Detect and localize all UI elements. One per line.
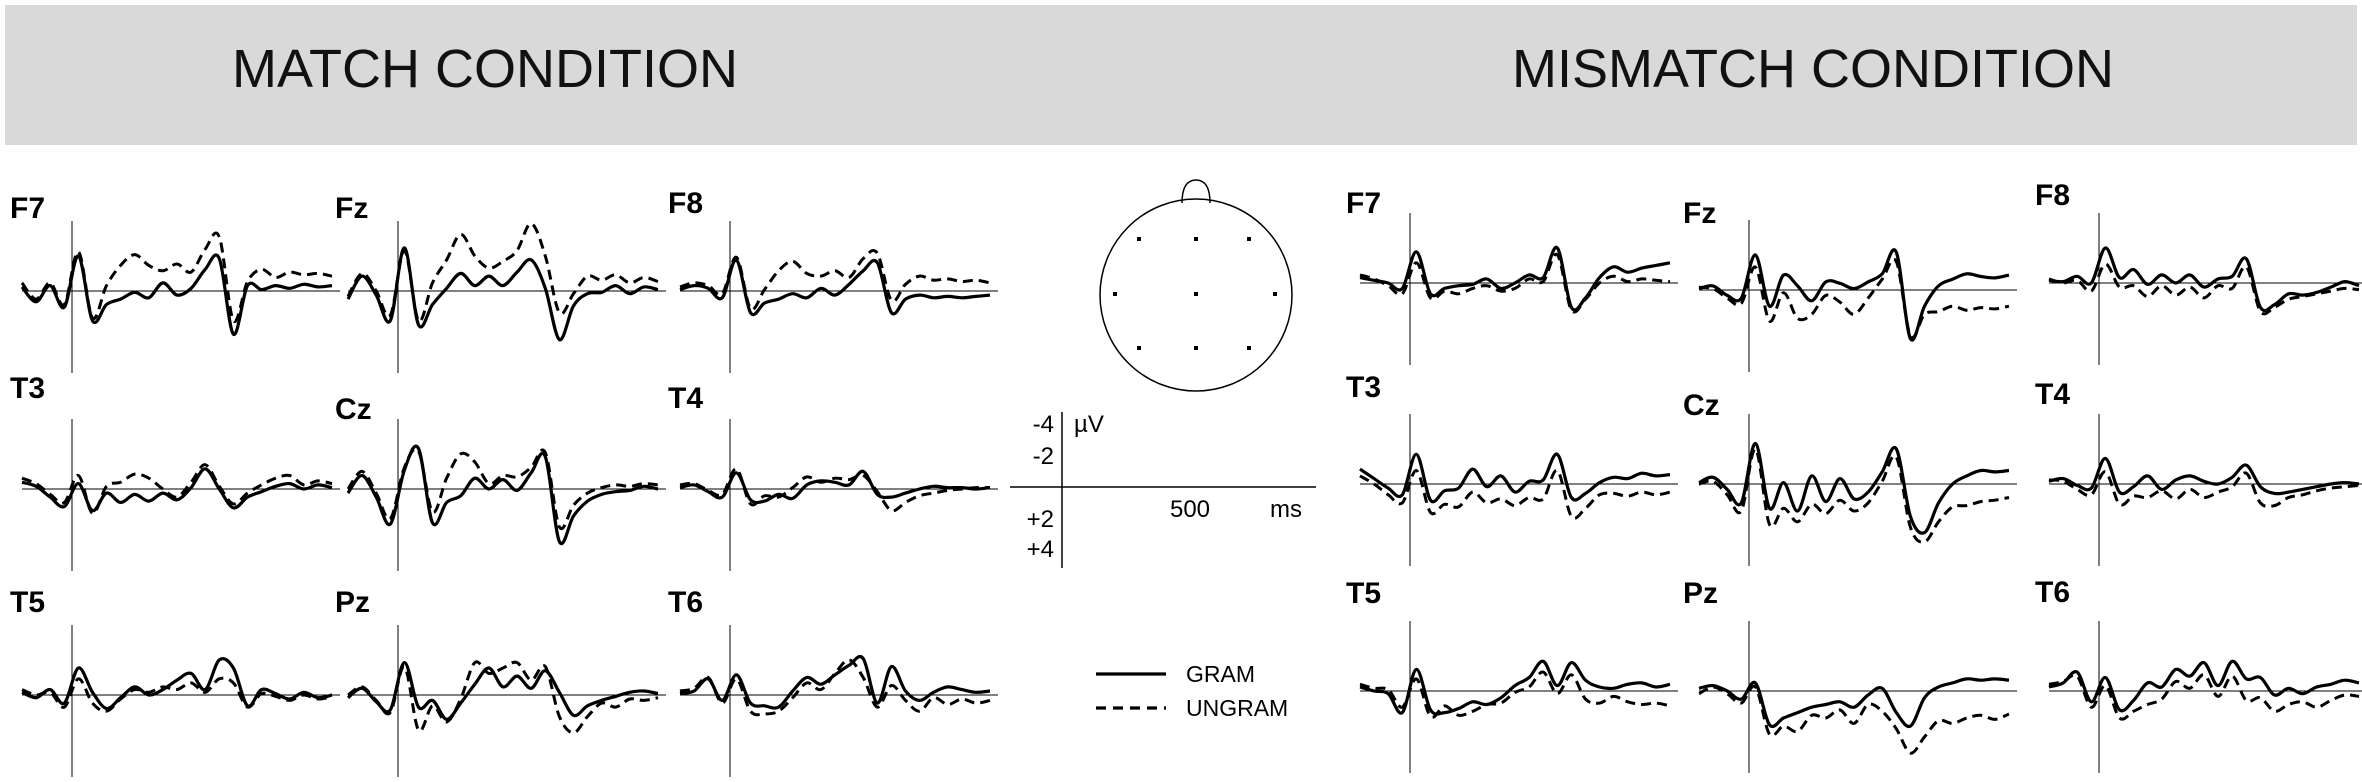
electrode-label: Fz [1683, 197, 1716, 230]
ungram-waveform [20, 231, 333, 323]
electrode-dot [1194, 346, 1198, 350]
ungram-waveform [1698, 684, 2010, 755]
panel-match-fz: Fz [335, 192, 666, 373]
panel-mismatch-f7: F7 [1346, 187, 1678, 365]
panel-match-f7: F7 [10, 192, 340, 373]
panel-mismatch-cz: Cz [1683, 389, 2017, 566]
gram-waveform [1698, 677, 2010, 729]
gram-waveform [679, 654, 991, 710]
electrode-head-map [1099, 179, 1293, 392]
scale-bar: µV -4 -2 +2 +4 500 ms [1010, 411, 1316, 568]
match-condition-title: MATCH CONDITION [232, 39, 738, 99]
scale-tick-label: +4 [1027, 536, 1054, 563]
panel-mismatch-fz: Fz [1683, 197, 2017, 372]
electrode-label: T6 [2035, 576, 2070, 609]
panel-match-pz: Pz [335, 586, 666, 777]
panel-mismatch-f8: F8 [2035, 179, 2362, 365]
gram-waveform [346, 660, 659, 721]
gram-waveform [1359, 245, 1671, 312]
electrode-label: F7 [1346, 187, 1381, 220]
electrode-label: Pz [1683, 577, 1718, 610]
electrode-label: Cz [1683, 389, 1720, 422]
ungram-waveform [1359, 468, 1671, 520]
ungram-waveform [1359, 670, 1671, 719]
panel-mismatch-t4: T4 [2035, 378, 2362, 566]
head-outline-icon [1099, 198, 1293, 392]
ungram-waveform [347, 660, 659, 735]
mismatch-condition-title: MISMATCH CONDITION [1512, 39, 2114, 99]
ungram-waveform [1359, 252, 1671, 314]
electrode-dot [1194, 237, 1198, 241]
ungram-waveform [1698, 447, 2010, 544]
electrode-label: T4 [2035, 378, 2070, 411]
electrode-dot [1137, 237, 1141, 241]
erp-panels: F7 Fz F8 T3 Cz T4 T5 Pz T6 F7 Fz F8 T3 Cz T4 T5 Pz T6 [10, 179, 2362, 777]
electrode-dot [1194, 292, 1198, 296]
gram-waveform [2048, 456, 2360, 496]
panel-match-t5: T5 [10, 586, 340, 777]
scale-tick-label: -2 [1033, 443, 1054, 470]
electrode-label: Fz [335, 192, 368, 225]
electrode-label: T4 [668, 382, 703, 415]
condition-banner [5, 5, 2357, 145]
panel-match-t3: T3 [10, 372, 340, 571]
ungram-waveform [346, 447, 659, 531]
legend-label-gram: GRAM [1186, 661, 1255, 687]
gram-waveform [346, 444, 659, 546]
electrode-label: T3 [10, 372, 45, 405]
panel-match-t4: T4 [668, 382, 998, 571]
panel-mismatch-t6: T6 [2035, 576, 2362, 773]
panel-mismatch-t5: T5 [1346, 577, 1678, 773]
scale-time-tick-label: 500 [1170, 496, 1210, 523]
electrode-dot [1137, 346, 1141, 350]
ungram-waveform [2048, 470, 2360, 509]
ungram-waveform [2048, 673, 2360, 721]
electrode-dot [1273, 292, 1277, 296]
gram-waveform [1359, 452, 1671, 504]
gram-waveform [1698, 248, 2010, 342]
ungram-waveform [2048, 262, 2360, 316]
ungram-waveform [679, 467, 991, 513]
panel-match-f8: F8 [668, 187, 998, 373]
electrode-label: F8 [2035, 179, 2070, 212]
gram-waveform [1359, 659, 1671, 716]
gram-waveform [2048, 246, 2360, 313]
panel-mismatch-pz: Pz [1683, 577, 2017, 773]
electrode-label: Pz [335, 586, 370, 619]
panel-match-t6: T6 [668, 586, 998, 777]
scale-time-unit-label: ms [1270, 496, 1302, 523]
electrode-label: T3 [1346, 371, 1381, 404]
ungram-waveform [1698, 257, 2010, 340]
scale-unit-label: µV [1074, 411, 1104, 438]
scale-tick-label: -4 [1033, 411, 1054, 438]
legend: GRAM UNGRAM [1096, 661, 1288, 721]
legend-label-ungram: UNGRAM [1186, 695, 1288, 721]
electrode-label: F8 [668, 187, 703, 220]
electrode-label: T5 [1346, 577, 1381, 610]
gram-waveform [679, 469, 991, 505]
ungram-waveform [346, 222, 659, 323]
panel-mismatch-t3: T3 [1346, 371, 1678, 566]
gram-waveform [21, 467, 333, 513]
electrode-dot [1113, 292, 1117, 296]
scale-tick-label: +2 [1027, 506, 1054, 533]
panel-match-cz: Cz [335, 393, 666, 571]
electrode-dot [1247, 237, 1251, 241]
gram-waveform [2048, 659, 2360, 713]
nose-icon [1181, 179, 1211, 204]
ungram-waveform [679, 249, 991, 312]
electrode-label: F7 [10, 192, 45, 225]
electrode-label: Cz [335, 393, 372, 426]
gram-waveform [679, 258, 991, 317]
electrode-label: T5 [10, 586, 45, 619]
ungram-waveform [21, 676, 333, 713]
electrode-dot [1247, 346, 1251, 350]
gram-waveform [21, 657, 333, 711]
ungram-waveform [679, 658, 991, 717]
electrode-label: T6 [668, 586, 703, 619]
